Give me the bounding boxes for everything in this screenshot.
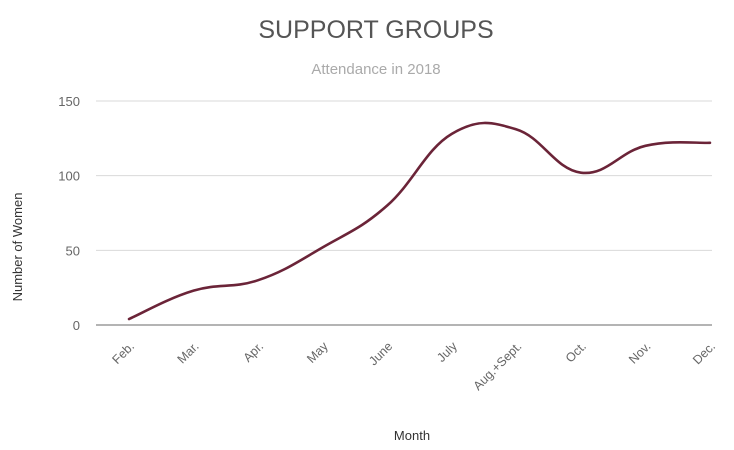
x-tick-label: Oct.: [563, 339, 589, 365]
y-axis-label: Number of Women: [10, 193, 25, 302]
data-point: [384, 203, 390, 209]
x-tick-label: Nov.: [626, 339, 653, 366]
data-point: [320, 244, 326, 250]
x-tick-label: June: [366, 339, 395, 368]
data-point: [578, 170, 584, 176]
data-point: [126, 316, 132, 322]
x-axis-label: Month: [394, 428, 430, 443]
series-line: [127, 121, 712, 321]
chart-subtitle: Attendance in 2018: [311, 61, 440, 78]
x-tick-labels: Feb. Mar. Apr. May June July Aug.+Sept. Oct. Nov…: [110, 339, 719, 393]
data-point: [449, 131, 455, 137]
y-tick-label: 50: [66, 243, 80, 258]
data-point: [255, 277, 261, 283]
data-point: [707, 140, 713, 146]
x-tick-label: Aug.+Sept.: [471, 339, 525, 393]
data-point: [642, 143, 648, 149]
series-layer: [126, 121, 713, 322]
grid-lines: [96, 100, 712, 326]
y-tick-label: 0: [73, 318, 80, 333]
x-tick-label: Dec.: [690, 339, 718, 367]
y-tick-label: 150: [58, 94, 80, 109]
x-tick-label: May: [304, 339, 331, 366]
x-tick-label: July: [434, 339, 460, 365]
x-tick-label: Apr.: [241, 339, 267, 365]
x-tick-label: Feb.: [110, 339, 138, 367]
data-point: [191, 288, 197, 294]
y-tick-label: 100: [58, 169, 80, 184]
chart-title: SUPPORT GROUPS: [258, 16, 493, 44]
data-point: [513, 126, 519, 132]
y-tick-labels: 0 50 100 150: [58, 94, 80, 333]
x-tick-label: Mar.: [175, 339, 202, 366]
